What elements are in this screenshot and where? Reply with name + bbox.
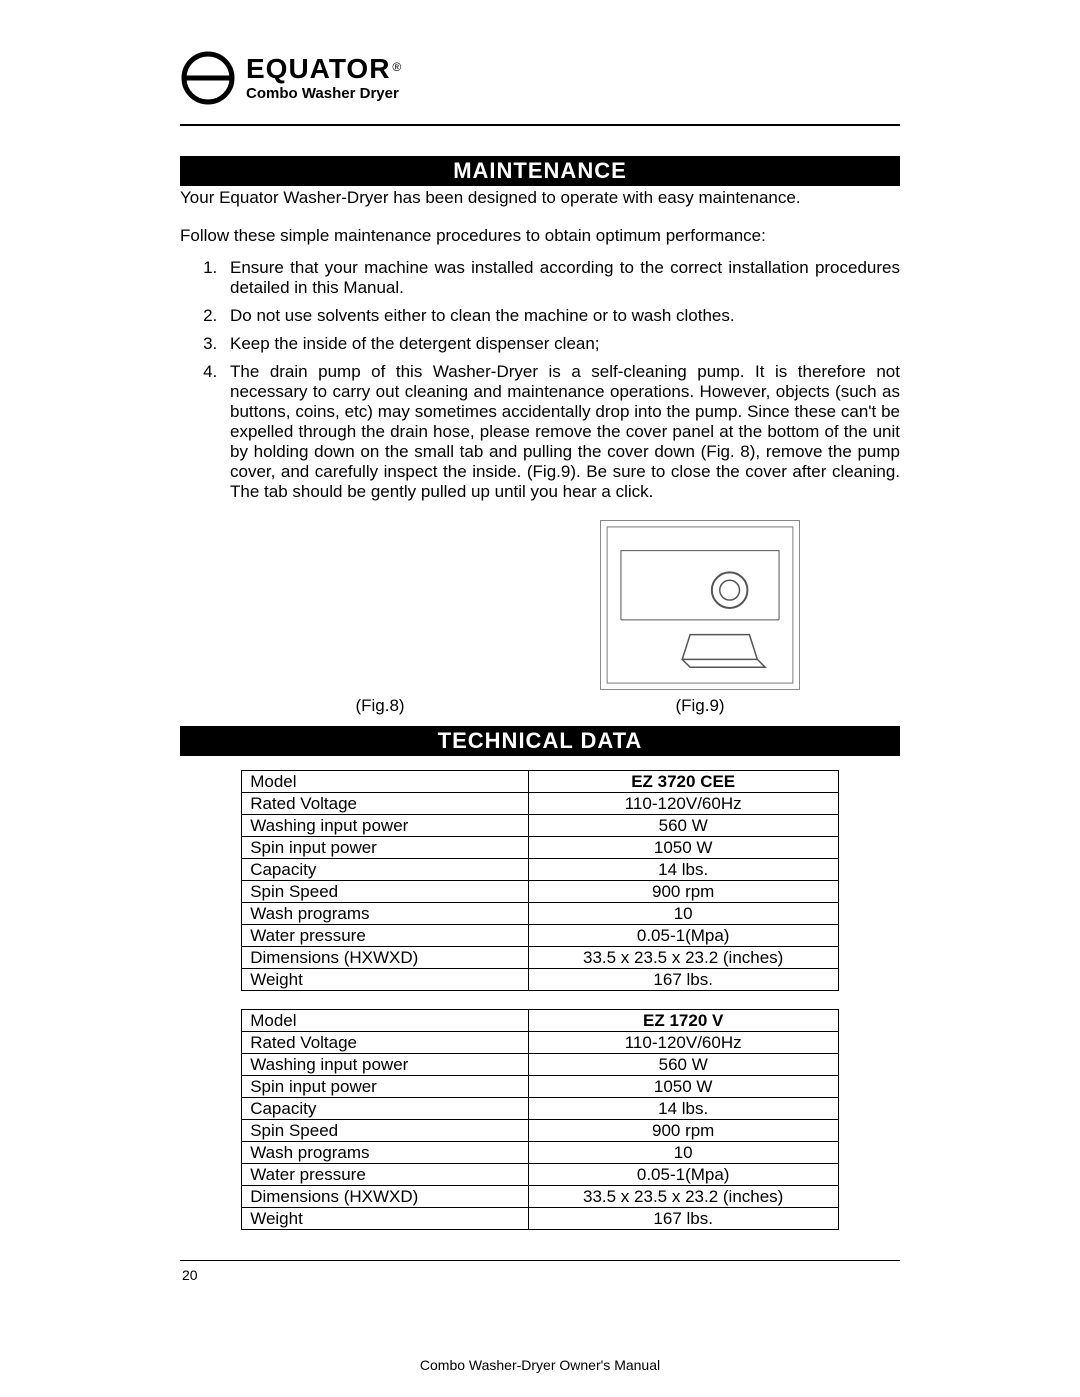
table-row: Water pressure0.05-1(Mpa) (242, 925, 839, 947)
table-row: Rated Voltage110-120V/60Hz (242, 793, 839, 815)
spec-label: Model (242, 1010, 528, 1032)
table-row: Rated Voltage110-120V/60Hz (242, 1032, 839, 1054)
figure-8: (Fig.8) (280, 520, 480, 716)
spec-value: 14 lbs. (528, 1098, 838, 1120)
spec-value: EZ 3720 CEE (528, 771, 838, 793)
spec-value: 1050 W (528, 1076, 838, 1098)
spec-value: EZ 1720 V (528, 1010, 838, 1032)
list-item: The drain pump of this Washer-Dryer is a… (222, 362, 900, 502)
table-row: ModelEZ 1720 V (242, 1010, 839, 1032)
maintenance-intro: Your Equator Washer-Dryer has been desig… (180, 188, 900, 208)
logo-registered: ® (392, 60, 401, 74)
table-row: Spin input power1050 W (242, 837, 839, 859)
table-row: Weight167 lbs. (242, 1208, 839, 1230)
spec-label: Capacity (242, 859, 528, 881)
footer-row: 20 (180, 1267, 900, 1283)
spec-label: Wash programs (242, 903, 528, 925)
figures-row: (Fig.8) (Fig.9) (180, 520, 900, 716)
footer-rule (180, 1260, 900, 1261)
figure-9-image (600, 520, 800, 690)
spec-label: Water pressure (242, 925, 528, 947)
spec-label: Dimensions (HXWXD) (242, 947, 528, 969)
spec-value: 10 (528, 903, 838, 925)
table-row: Capacity14 lbs. (242, 859, 839, 881)
spec-label: Rated Voltage (242, 793, 528, 815)
logo-row: EQUATOR® Combo Washer Dryer (180, 50, 900, 106)
technical-tables: ModelEZ 3720 CEERated Voltage110-120V/60… (180, 770, 900, 1230)
spec-label: Model (242, 771, 528, 793)
spec-table-1: ModelEZ 3720 CEERated Voltage110-120V/60… (241, 770, 839, 991)
list-item: Keep the inside of the detergent dispens… (222, 334, 900, 354)
list-item: Do not use solvents either to clean the … (222, 306, 900, 326)
table-row: ModelEZ 3720 CEE (242, 771, 839, 793)
spec-label: Rated Voltage (242, 1032, 528, 1054)
maintenance-follow: Follow these simple maintenance procedur… (180, 226, 900, 246)
equator-logo-icon (180, 50, 236, 106)
spec-value: 110-120V/60Hz (528, 1032, 838, 1054)
spec-value: 10 (528, 1142, 838, 1164)
spec-value: 0.05-1(Mpa) (528, 1164, 838, 1186)
spec-value: 110-120V/60Hz (528, 793, 838, 815)
spec-value: 167 lbs. (528, 969, 838, 991)
table-row: Wash programs10 (242, 1142, 839, 1164)
maintenance-header: MAINTENANCE (180, 156, 900, 186)
table-row: Weight167 lbs. (242, 969, 839, 991)
table-row: Water pressure0.05-1(Mpa) (242, 1164, 839, 1186)
list-item: Ensure that your machine was installed a… (222, 258, 900, 298)
logo-text: EQUATOR® Combo Washer Dryer (246, 55, 401, 102)
table-row: Spin Speed900 rpm (242, 881, 839, 903)
figure-8-caption: (Fig.8) (355, 696, 404, 716)
table-row: Wash programs10 (242, 903, 839, 925)
table-row: Washing input power560 W (242, 815, 839, 837)
top-rule (180, 124, 900, 126)
logo-subline: Combo Washer Dryer (246, 85, 401, 102)
maintenance-list: Ensure that your machine was installed a… (194, 258, 900, 502)
spec-label: Spin Speed (242, 1120, 528, 1142)
spec-value: 900 rpm (528, 881, 838, 903)
spec-table-2: ModelEZ 1720 VRated Voltage110-120V/60Hz… (241, 1009, 839, 1230)
page-number: 20 (182, 1267, 198, 1283)
page-container: EQUATOR® Combo Washer Dryer MAINTENANCE … (0, 0, 1080, 1313)
spec-value: 0.05-1(Mpa) (528, 925, 838, 947)
spec-value: 560 W (528, 815, 838, 837)
spec-value: 167 lbs. (528, 1208, 838, 1230)
spec-value: 900 rpm (528, 1120, 838, 1142)
figure-8-image (280, 520, 480, 690)
spec-label: Washing input power (242, 1054, 528, 1076)
spec-label: Dimensions (HXWXD) (242, 1186, 528, 1208)
spec-value: 560 W (528, 1054, 838, 1076)
spec-label: Spin Speed (242, 881, 528, 903)
spec-value: 14 lbs. (528, 859, 838, 881)
logo-brand: EQUATOR (246, 53, 390, 84)
spec-label: Spin input power (242, 1076, 528, 1098)
spec-label: Capacity (242, 1098, 528, 1120)
spec-label: Wash programs (242, 1142, 528, 1164)
spec-label: Weight (242, 969, 528, 991)
table-row: Dimensions (HXWXD)33.5 x 23.5 x 23.2 (in… (242, 947, 839, 969)
figure-9-caption: (Fig.9) (675, 696, 724, 716)
table-row: Dimensions (HXWXD)33.5 x 23.5 x 23.2 (in… (242, 1186, 839, 1208)
spec-label: Weight (242, 1208, 528, 1230)
spec-value: 1050 W (528, 837, 838, 859)
spec-value: 33.5 x 23.5 x 23.2 (inches) (528, 1186, 838, 1208)
table-row: Spin input power1050 W (242, 1076, 839, 1098)
footer-title: Combo Washer-Dryer Owner's Manual (420, 1357, 660, 1373)
table-row: Capacity14 lbs. (242, 1098, 839, 1120)
technical-header: TECHNICAL DATA (180, 726, 900, 756)
table-row: Spin Speed900 rpm (242, 1120, 839, 1142)
spec-value: 33.5 x 23.5 x 23.2 (inches) (528, 947, 838, 969)
spec-label: Washing input power (242, 815, 528, 837)
figure-9: (Fig.9) (600, 520, 800, 716)
table-row: Washing input power560 W (242, 1054, 839, 1076)
spec-label: Spin input power (242, 837, 528, 859)
spec-label: Water pressure (242, 1164, 528, 1186)
